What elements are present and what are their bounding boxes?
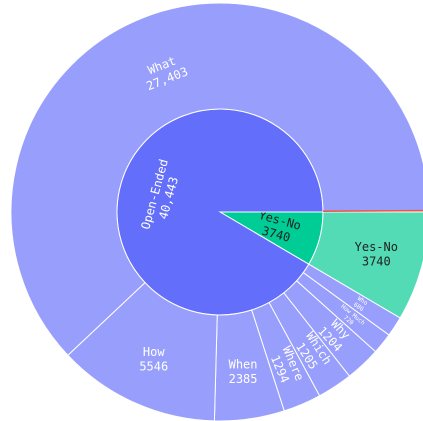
sector-value: 2385 (229, 372, 258, 386)
sliver (322, 209, 423, 213)
sector-name: When (229, 358, 258, 372)
sunburst: Yes-No3740Open-Ended40,443Yes-No3740Who6… (10, 2, 423, 421)
sector-value: 3740 (362, 254, 391, 268)
sector-name: How (143, 345, 165, 359)
sector-value: 5546 (139, 360, 168, 374)
sector-name: Yes-No (355, 240, 398, 254)
sector (10, 2, 423, 356)
